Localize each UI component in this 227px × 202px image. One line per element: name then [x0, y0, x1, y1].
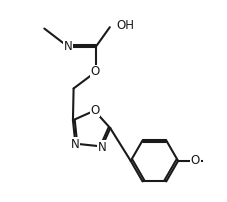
Text: O: O — [190, 154, 199, 167]
Text: N: N — [63, 40, 72, 53]
Text: O: O — [90, 104, 99, 117]
Text: OH: OH — [116, 19, 134, 32]
Text: O: O — [90, 65, 99, 78]
Text: N: N — [70, 138, 79, 151]
Text: N: N — [97, 141, 106, 154]
